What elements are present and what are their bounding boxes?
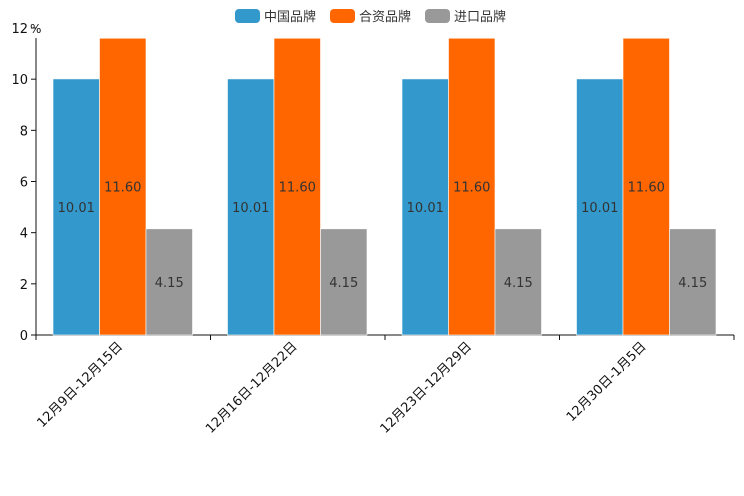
bar-series2-cat4[interactable] — [622, 37, 670, 336]
bar-series3-cat3[interactable] — [494, 228, 542, 336]
data-label-series1-cat2: 10.01 — [232, 201, 269, 216]
data-label-series2-cat1: 11.60 — [104, 181, 141, 196]
data-label-series2-cat4: 11.60 — [628, 181, 665, 196]
bars — [52, 37, 717, 336]
x-tick-label: 12月16日-12月22日 — [203, 339, 300, 436]
bar-series3-cat4[interactable] — [669, 228, 717, 336]
data-label-series1-cat4: 10.01 — [581, 201, 618, 216]
legend-swatch-1[interactable] — [235, 9, 260, 23]
legend-swatch-3[interactable] — [425, 9, 450, 23]
y-tick-label: 6 — [20, 176, 28, 191]
data-label-series3-cat2: 4.15 — [329, 276, 358, 291]
legend-label-3[interactable]: 进口品牌 — [454, 9, 506, 25]
bar-series3-cat2[interactable] — [320, 228, 368, 336]
data-label-series1-cat1: 10.01 — [58, 201, 95, 216]
x-tick-label: 12月23日-12月29日 — [378, 339, 475, 436]
legend-swatch-2[interactable] — [330, 9, 355, 23]
bar-series3-cat1[interactable] — [145, 228, 193, 336]
x-axis: 12月9日-12月15日 12月16日-12月22日 12月23日-12月29日 12… — [34, 334, 735, 437]
x-tick-label: 12月30日-1月5日 — [564, 339, 650, 425]
y-tick-label: 4 — [20, 227, 28, 242]
legend-label-1[interactable]: 中国品牌 — [264, 9, 316, 25]
bar-series1-cat3[interactable] — [401, 78, 449, 336]
y-tick-label: 2 — [20, 278, 28, 293]
data-labels: 10.01 11.60 4.15 10.01 11.60 4.15 10.01 11.60 4.… — [58, 181, 708, 291]
data-label-series3-cat1: 4.15 — [155, 276, 184, 291]
data-label-series3-cat3: 4.15 — [504, 276, 533, 291]
legend-label-2[interactable]: 合资品牌 — [359, 9, 411, 25]
bar-series2-cat3[interactable] — [448, 37, 496, 336]
data-label-series2-cat3: 11.60 — [453, 181, 490, 196]
data-label-series3-cat4: 4.15 — [678, 276, 707, 291]
data-label-series2-cat2: 11.60 — [279, 181, 316, 196]
y-tick-label: 10 — [11, 73, 28, 88]
data-label-series1-cat3: 10.01 — [407, 201, 444, 216]
legend: 中国品牌 合资品牌 进口品牌 — [235, 9, 506, 25]
y-axis: 0 2 4 6 8 10 12 — [11, 22, 37, 344]
bar-series2-cat1[interactable] — [99, 37, 147, 336]
y-tick-label: 8 — [20, 124, 28, 139]
y-tick-label: 12 — [11, 22, 28, 37]
y-axis-unit-label: % — [30, 22, 41, 36]
x-tick-label: 12月9日-12月15日 — [34, 339, 126, 431]
y-tick-label: 0 — [20, 329, 28, 344]
bar-series1-cat4[interactable] — [576, 78, 624, 336]
bar-series2-cat2[interactable] — [273, 37, 321, 336]
